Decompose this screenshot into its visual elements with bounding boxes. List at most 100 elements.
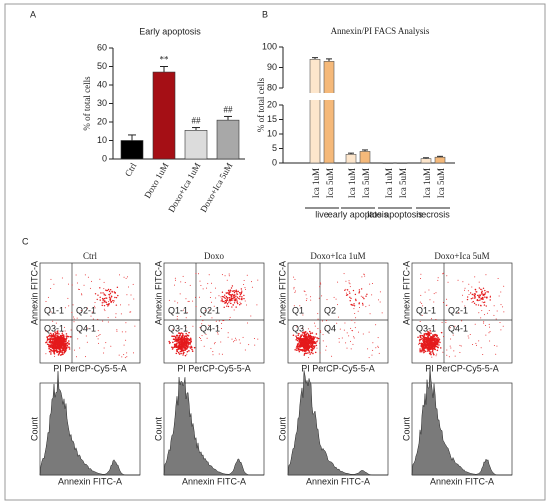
dot [500,329,502,331]
dot [215,320,217,322]
dot [109,300,112,302]
dot [200,284,202,286]
dot [426,342,429,344]
dot [186,312,188,314]
dot [239,298,241,300]
dot [429,336,432,339]
dot [94,305,96,307]
dot [123,354,125,356]
dot [47,296,49,298]
dot [480,288,482,291]
dot [305,333,308,336]
dot [53,283,55,285]
scatter-frame [163,262,265,364]
dot [477,299,479,302]
dot [99,278,101,280]
dot [304,343,306,345]
dot [423,343,426,346]
dot [240,292,243,294]
dot [59,334,62,337]
dot [422,335,425,338]
dot [188,339,190,341]
dot [368,304,370,306]
dot [306,341,309,344]
dot [375,347,377,349]
histogram [39,371,140,476]
dot [481,298,483,300]
dot [301,337,304,340]
dot [168,299,170,301]
dot [345,288,347,290]
x-axis-label: Annexin FITC-A [306,476,370,486]
dot [312,340,314,342]
dot [305,299,307,301]
dot [116,329,118,331]
dot [308,330,311,333]
y-axis-label: Annexin FITC-A [277,261,287,325]
dot [75,274,77,276]
dot [242,336,244,338]
dot [345,280,347,282]
dot [236,300,238,302]
dot [48,335,50,338]
dot [56,341,58,343]
dot [430,344,433,347]
dot [349,340,351,342]
dot [367,348,369,350]
dot [341,337,343,339]
scatter-dots [292,273,383,359]
y-axis-label: Count [401,417,411,442]
dot [125,331,127,333]
dot [239,292,241,294]
dot [244,287,246,289]
dot [307,352,309,354]
dot [434,345,437,347]
dot [221,274,223,276]
dot [212,354,214,356]
dot [503,311,505,313]
dot [478,294,480,296]
dot [418,339,421,342]
dot [112,302,114,304]
dot [50,353,52,355]
dot [81,294,83,296]
dot [425,343,427,346]
dot [469,333,471,335]
dot [50,344,52,346]
dot [305,349,308,351]
dot [104,294,107,296]
dot [188,350,190,352]
dot [189,341,192,344]
dot [226,299,228,302]
x-axis-label: Annexin FITC-A [430,476,494,486]
dot [124,357,126,359]
dot [123,344,125,346]
dot [422,338,425,341]
dot [115,296,118,299]
dot [231,299,233,301]
dot [106,303,108,305]
dot [294,291,296,293]
dot [56,334,58,337]
dot [62,335,65,338]
dot [430,338,433,341]
dot [352,343,354,345]
dot [442,273,444,275]
dot [310,296,312,298]
dot [176,316,178,318]
dot [63,341,65,343]
dot [428,289,430,291]
dot [181,348,183,350]
dot [173,335,176,338]
dot [469,292,472,294]
dot [208,274,210,276]
dot [421,350,423,353]
dot [129,311,131,313]
dot [61,337,63,340]
quadrant-label: Q1-1 [168,305,188,315]
dot [234,340,236,342]
dot [190,345,192,348]
dot [57,329,59,331]
sample-title: Doxo+Ica 5uM [434,251,489,261]
dot [59,338,61,340]
